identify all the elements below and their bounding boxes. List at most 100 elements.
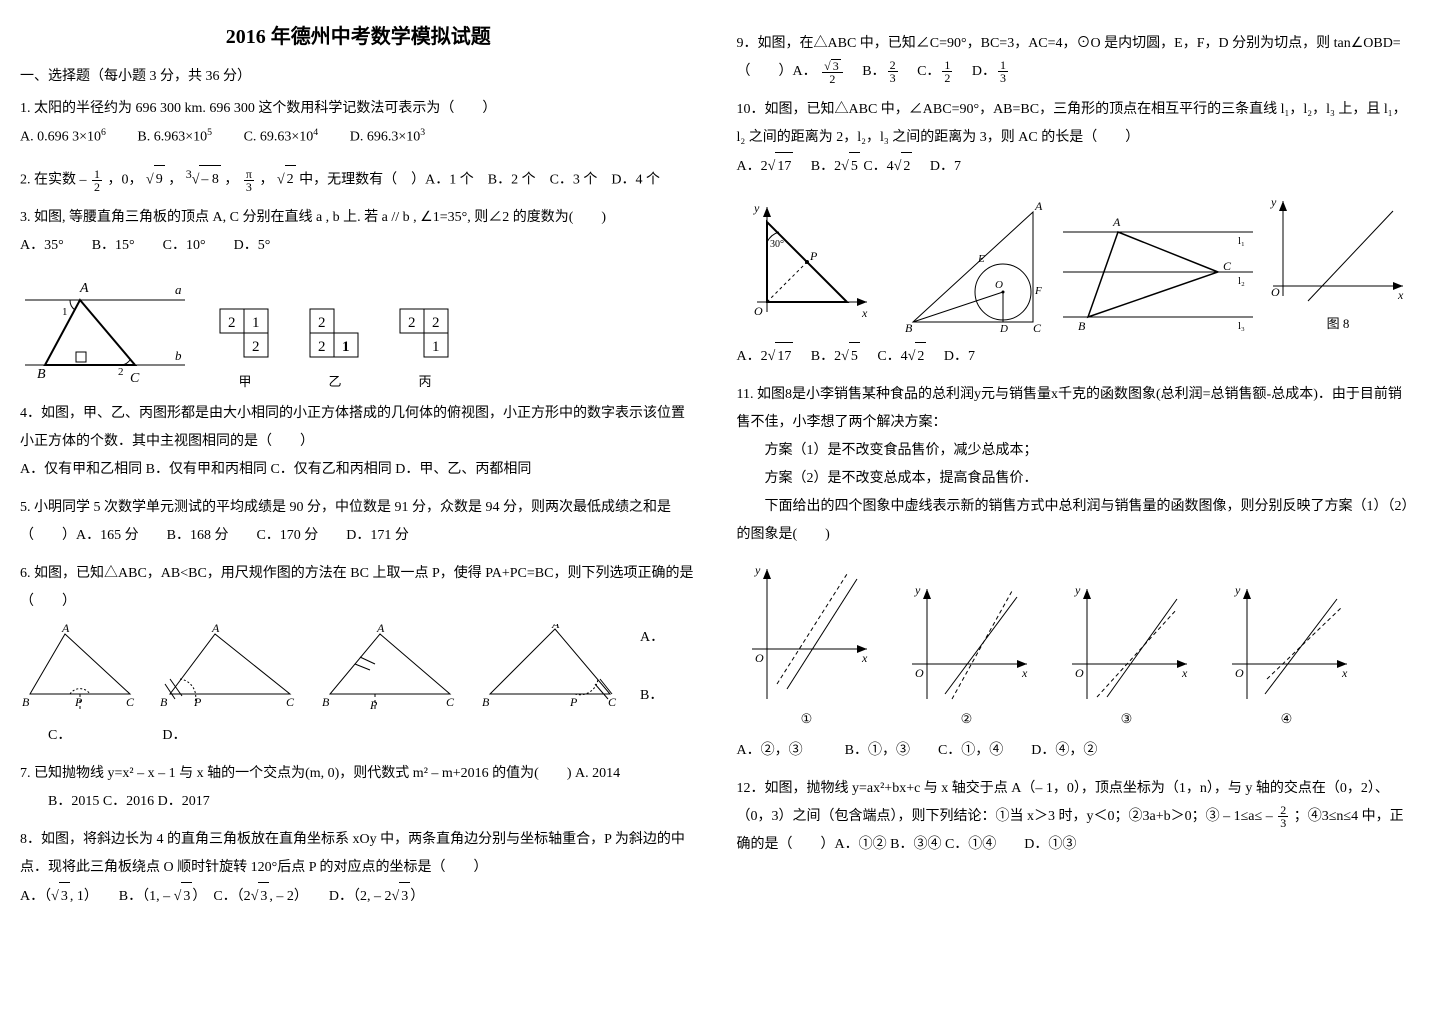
q8-stem: 8．如图，将斜边长为 4 的直角三角板放在直角坐标系 xOy 中，两条直角边分别… xyxy=(20,826,697,882)
q4-options: A．仅有甲和乙相同 B．仅有甲和丙相同 C．仅有乙和丙相同 D．甲、乙、丙都相同 xyxy=(20,456,697,484)
svg-text:O: O xyxy=(755,651,764,665)
q8-A-end: , 1） B．（1, – xyxy=(70,889,174,904)
q2-root9: 9 xyxy=(154,165,165,194)
q2-cuberoot-idx: 3 xyxy=(186,167,192,181)
q11-options: A．②，③ B．①，③ C．①，④ D．④，② xyxy=(737,737,1414,765)
q1-optA: A. 0.696 3×10 xyxy=(20,130,101,145)
svg-text:C: C xyxy=(130,371,140,386)
q10b-r17: 17 xyxy=(775,342,793,371)
svg-text:2: 2 xyxy=(408,315,416,331)
q10-C: C．4 xyxy=(863,159,893,174)
svg-text:l₁: l₁ xyxy=(1238,235,1245,247)
svg-text:A: A xyxy=(1112,215,1121,229)
svg-text:A: A xyxy=(61,624,70,635)
svg-text:O: O xyxy=(1271,285,1280,299)
svg-text:x: x xyxy=(861,306,868,320)
q11-cap3: ③ xyxy=(1057,711,1197,727)
question-7: 7. 已知抛物线 y=x² – x – 1 与 x 轴的一个交点为(m, 0)，… xyxy=(20,760,697,816)
svg-text:D: D xyxy=(999,323,1008,332)
q3-q4-figure-row: A B C a b 1 2 2 1 2 甲 xyxy=(20,270,697,390)
figure-row-right: y x O P 30° B C A D E F O A xyxy=(737,191,1414,332)
q8-C-end: , – 2） D．（2, – 2 xyxy=(269,889,391,904)
q6-tail-cd: C． D． xyxy=(20,722,697,750)
question-6: 6. 如图，已知△ABC，AB<BC，用尺规作图的方法在 BC 上取一点 P，使… xyxy=(20,560,697,750)
q11-stem: 11. 如图8是小李销售某种食品的总利润y元与销售量x千克的函数图象(总利润=总… xyxy=(737,381,1414,437)
q9-C: C． xyxy=(917,64,940,79)
q9-C-frac: 12 xyxy=(942,59,952,84)
q1-options: A. 0.696 3×106 B. 6.963×105 C. 69.63×104… xyxy=(20,123,697,152)
svg-text:B: B xyxy=(482,695,490,709)
svg-text:A: A xyxy=(1034,199,1043,213)
q8-options: A．（√3, 1） B．（1, – √3） C．（2√3, – 2） D．（2,… xyxy=(20,882,697,911)
svg-text:B: B xyxy=(322,695,330,709)
svg-text:x: x xyxy=(1341,666,1348,680)
q6-tail-ab: A． B． xyxy=(640,624,664,710)
q1-optA-exp: 6 xyxy=(101,127,106,138)
svg-text:O: O xyxy=(1075,666,1084,680)
svg-text:x: x xyxy=(1181,666,1188,680)
question-12: 12．如图，抛物线 y=ax²+bx+c 与 x 轴交于点 A（– 1，0），顶… xyxy=(737,775,1414,859)
q10-options-row1: A．2√17 B．2√5 C．4√2 D．7 xyxy=(737,152,1414,181)
q1-optB-exp: 5 xyxy=(207,127,212,138)
q2-mid4: ， xyxy=(259,172,273,187)
question-5: 5. 小明同学 5 次数学单元测试的平均成绩是 90 分，中位数是 91 分，众… xyxy=(20,494,697,550)
svg-text:A: A xyxy=(551,624,560,631)
question-10: 10．如图，已知△ABC 中，∠ABC=90°，AB=BC，三角形的顶点在相互平… xyxy=(737,96,1414,181)
q11-charts: y x O ① y x O ② xyxy=(737,559,1414,727)
cap-yi: 乙 xyxy=(300,371,370,390)
q1-stem: 1. 太阳的半径约为 696 300 km. 696 300 这个数用科学记数法… xyxy=(20,95,697,123)
svg-text:2: 2 xyxy=(318,315,326,331)
q10-figure: A C B l₁ l₂ l₃ xyxy=(1058,192,1253,332)
q9-B: B． xyxy=(862,64,885,79)
svg-text:y: y xyxy=(1074,583,1081,597)
svg-text:C: C xyxy=(286,695,295,709)
q2-mid3: ， xyxy=(224,172,238,187)
svg-text:B: B xyxy=(160,695,168,709)
svg-text:30°: 30° xyxy=(770,239,784,250)
q10b-r5: 5 xyxy=(849,342,860,371)
q10-options-row2: A．2√17 B．2√5 C．4√2 D．7 xyxy=(737,342,1414,371)
svg-text:2: 2 xyxy=(118,366,124,378)
q10b-A: A．2 xyxy=(737,349,768,364)
page-title: 2016 年德州中考数学模拟试题 xyxy=(20,20,697,49)
svg-text:y: y xyxy=(1270,195,1277,209)
svg-text:A: A xyxy=(376,624,385,635)
question-8: 8．如图，将斜边长为 4 的直角三角板放在直角坐标系 xOy 中，两条直角边分别… xyxy=(20,826,697,911)
q6-fig-a: A B C P xyxy=(20,624,140,714)
svg-text:O: O xyxy=(995,279,1003,291)
svg-text:O: O xyxy=(754,304,763,318)
svg-text:C: C xyxy=(1223,259,1232,273)
q2-root2: 2 xyxy=(285,165,296,194)
q6-fig-c: A B C P xyxy=(320,624,460,714)
svg-text:B: B xyxy=(22,695,30,709)
q1-optC: C. 69.63×10 xyxy=(244,130,314,145)
q8-B-end: ） C．（2 xyxy=(192,889,250,904)
q6-fig-d: A B C P xyxy=(480,624,620,714)
svg-text:P: P xyxy=(193,695,202,709)
question-9: 9．如图，在△ABC 中，已知∠C=90°，BC=3，AC=4，⊙O 是内切圆，… xyxy=(737,30,1414,86)
q8-figure: y x O P 30° xyxy=(737,192,873,332)
q1-optD: D. 696.3×10 xyxy=(350,130,421,145)
svg-text:P: P xyxy=(74,695,83,709)
svg-text:2: 2 xyxy=(432,315,440,331)
svg-text:b: b xyxy=(175,348,182,363)
svg-text:y: y xyxy=(914,583,921,597)
q2-mid1: ，0， xyxy=(108,172,143,187)
q11-chart-1: y x O ① xyxy=(737,559,877,727)
q11-chart-2: y x O ② xyxy=(897,579,1037,727)
svg-text:a: a xyxy=(175,282,182,297)
svg-text:P: P xyxy=(809,249,818,263)
svg-text:B: B xyxy=(37,367,46,382)
svg-text:P: P xyxy=(569,695,578,709)
q11-p3: 下面给出的四个图象中虚线表示新的销售方式中总利润与销售量的函数图像，则分别反映了… xyxy=(737,493,1414,549)
q10b-C: C．4 xyxy=(863,349,907,364)
q6-label-b: B． xyxy=(640,682,664,710)
q9-D: D． xyxy=(972,64,996,79)
question-3: 3. 如图, 等腰直角三角板的顶点 A, C 分别在直线 a , b 上. 若 … xyxy=(20,204,697,260)
svg-text:y: y xyxy=(754,563,761,577)
svg-text:y: y xyxy=(753,201,760,215)
q1-optB: B. 6.963×10 xyxy=(137,130,207,145)
question-11: 11. 如图8是小李销售某种食品的总利润y元与销售量x千克的函数图象(总利润=总… xyxy=(737,381,1414,549)
svg-text:C: C xyxy=(608,695,617,709)
cap-bing: 丙 xyxy=(390,371,460,390)
